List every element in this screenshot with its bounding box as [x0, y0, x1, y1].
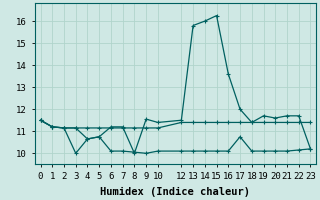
X-axis label: Humidex (Indice chaleur): Humidex (Indice chaleur) — [100, 186, 251, 197]
